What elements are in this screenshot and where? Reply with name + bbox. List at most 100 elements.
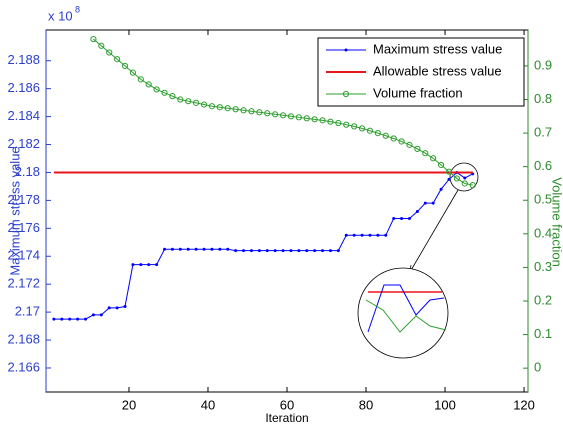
point — [400, 217, 404, 221]
plot-series — [52, 35, 476, 321]
y2-tick-label: 0.6 — [534, 158, 552, 173]
y2-tick-label: 0.1 — [534, 326, 552, 341]
point — [115, 306, 119, 310]
y-tick-label: 2.188 — [7, 52, 40, 67]
point — [216, 104, 223, 111]
point — [226, 247, 230, 251]
point — [297, 249, 301, 253]
point — [328, 249, 332, 253]
point — [170, 247, 174, 251]
point — [327, 118, 334, 125]
point — [161, 89, 168, 96]
point — [351, 123, 358, 130]
point — [366, 127, 374, 134]
point — [360, 233, 364, 237]
y2-tick-label: 0.3 — [534, 259, 552, 274]
point — [398, 138, 405, 145]
point — [121, 62, 129, 70]
point — [415, 210, 419, 214]
point — [242, 249, 246, 253]
point — [437, 161, 445, 169]
y-tick-label: 2.176 — [7, 220, 40, 235]
point — [469, 182, 476, 189]
point — [335, 119, 342, 127]
point — [295, 114, 302, 121]
point — [139, 263, 143, 267]
zoom-inset — [357, 267, 449, 359]
y-tick-label: 2.17 — [15, 304, 40, 319]
point — [234, 249, 238, 253]
point — [384, 233, 388, 237]
point — [137, 76, 144, 83]
point — [193, 99, 200, 106]
y-tick-label: 2.178 — [7, 192, 40, 207]
point — [390, 135, 397, 142]
legend-marker — [342, 90, 350, 98]
point — [210, 247, 214, 251]
legend-marker — [344, 48, 348, 52]
point — [202, 247, 206, 251]
point — [185, 98, 192, 105]
point — [407, 217, 411, 221]
point — [131, 263, 135, 267]
point — [248, 108, 255, 115]
point — [406, 141, 413, 148]
point — [145, 81, 152, 88]
y-tick-label: 2.166 — [7, 359, 40, 374]
point — [249, 249, 253, 253]
series-line — [93, 38, 473, 186]
y-tick-label: 2.168 — [7, 331, 40, 346]
point — [114, 56, 121, 63]
point — [129, 69, 137, 76]
point — [177, 96, 184, 103]
point — [321, 249, 325, 253]
point — [447, 177, 451, 181]
point — [224, 105, 231, 112]
point — [352, 233, 356, 237]
point — [423, 201, 427, 205]
y2-tick-label: 0.5 — [534, 192, 552, 207]
point — [107, 306, 111, 310]
y-axis-label: Maximum stress value — [7, 146, 22, 275]
x-tick-label: 40 — [201, 397, 215, 412]
y2-tick-label: 0.7 — [534, 125, 552, 140]
point — [68, 317, 72, 321]
point — [311, 116, 318, 123]
point — [281, 249, 285, 253]
point — [208, 103, 216, 110]
legend-label: Volume fraction — [373, 85, 463, 100]
x-tick-label: 60 — [280, 397, 294, 412]
point — [422, 150, 429, 157]
point — [90, 35, 97, 43]
point — [147, 263, 151, 267]
point — [319, 117, 326, 124]
y2-tick-label: 0 — [534, 360, 541, 375]
zoom-circle — [449, 162, 479, 192]
x-tick-label: 120 — [513, 397, 535, 412]
legend-label: Maximum stress value — [373, 41, 502, 56]
point — [265, 249, 269, 253]
point — [463, 176, 467, 180]
point — [232, 106, 239, 113]
point — [273, 249, 277, 253]
point — [376, 233, 380, 237]
point — [91, 313, 95, 317]
y-exponent-base: x 10 — [48, 8, 73, 23]
y-tick-label: 2.18 — [15, 164, 40, 179]
point — [240, 107, 247, 114]
y-tick-label: 2.182 — [7, 136, 40, 151]
zoom-blue-line — [367, 284, 445, 333]
point — [344, 233, 348, 237]
point — [155, 263, 159, 267]
point — [76, 317, 80, 321]
point — [106, 49, 113, 56]
point — [461, 180, 468, 187]
x-tick-label: 80 — [359, 397, 373, 412]
point — [439, 187, 443, 191]
point — [123, 305, 127, 309]
point — [264, 110, 271, 117]
zoom-green-line — [365, 299, 447, 333]
point — [178, 247, 182, 251]
